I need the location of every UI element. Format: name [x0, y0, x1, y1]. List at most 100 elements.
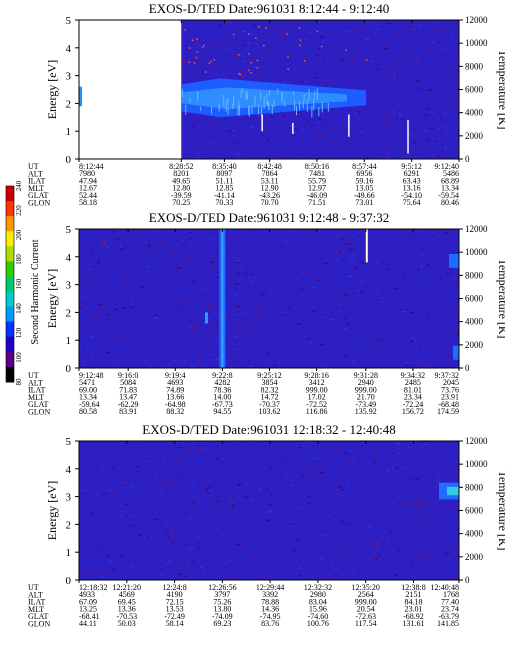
- orbit-value: 5471: [79, 378, 95, 387]
- orbit-value: 4190: [167, 590, 183, 599]
- orbit-value: 156.72: [402, 407, 424, 416]
- small-enhancement: [204, 312, 208, 324]
- orbit-label: ALT: [28, 590, 43, 599]
- ytick-right-label: 4000: [465, 317, 484, 327]
- spectrogram-field: [79, 441, 459, 580]
- colorbar-swatch: [6, 186, 14, 202]
- orbit-value: 14.36: [261, 605, 279, 614]
- orbit-value: 13.34: [441, 184, 459, 193]
- orbit-label: GLAT: [28, 400, 49, 409]
- orbit-value: 103.62: [259, 407, 281, 416]
- orbit-value: 13.36: [118, 605, 136, 614]
- colorbar-tick-label: 160: [15, 278, 23, 289]
- orbit-value: 2151: [405, 590, 421, 599]
- ytick-label: 1: [66, 547, 72, 559]
- orbit-value: 4933: [79, 590, 95, 599]
- edge-enhancement: [449, 254, 459, 268]
- ytick-right-label: 4000: [465, 529, 484, 539]
- orbit-value: 21.70: [357, 393, 375, 402]
- ytick-right-label: 6000: [465, 506, 484, 516]
- orbit-value: 59.16: [355, 176, 373, 185]
- colorbar-swatch: [6, 366, 14, 383]
- orbit-value: 2980: [310, 590, 326, 599]
- colorbar-swatch: [6, 336, 14, 353]
- orbit-value: -72.52: [306, 400, 327, 409]
- orbit-value: 77.40: [441, 597, 459, 606]
- orbit-value: -46.09: [307, 191, 328, 200]
- ytick-label: 0: [66, 363, 72, 375]
- orbit-value: 131.61: [402, 619, 424, 628]
- orbit-value: 67.09: [79, 597, 97, 606]
- orbit-value: 84.18: [404, 597, 422, 606]
- ytick-right-label: 10000: [465, 38, 488, 48]
- orbit-label: ILAT: [28, 386, 45, 395]
- orbit-value: 69.45: [118, 597, 136, 606]
- ytick-right-label: 8000: [465, 270, 484, 280]
- orbit-value: 13.05: [355, 184, 373, 193]
- orbit-value: 135.92: [355, 407, 377, 416]
- bright-spike: [365, 229, 368, 263]
- orbit-value: 117.54: [355, 619, 377, 628]
- ytick-right-label: 2000: [465, 340, 484, 350]
- orbit-label: ILAT: [28, 598, 45, 607]
- orbit-value: 74.89: [166, 385, 184, 394]
- orbit-value: 13.47: [119, 393, 137, 402]
- orbit-label: UT: [28, 162, 39, 171]
- orbit-label: MLT: [28, 184, 44, 193]
- ylabel-right: Temperature [K]: [496, 49, 505, 129]
- xtick-label: 8:42:48: [257, 162, 281, 171]
- ylabel: Energy [eV]: [45, 60, 59, 119]
- xtick-label: 9:28:16: [304, 371, 328, 380]
- orbit-label: GLON: [28, 199, 50, 208]
- orbit-value: 3797: [214, 590, 230, 599]
- orbit-value: 7481: [309, 169, 325, 178]
- orbit-value: -41.14: [214, 191, 235, 200]
- ytick-right-label: 0: [465, 575, 470, 585]
- orbit-value: 53.11: [261, 176, 279, 185]
- ylabel: Energy [eV]: [45, 269, 59, 328]
- xtick-label: 9:22:8: [212, 371, 232, 380]
- orbit-value: -72.24: [403, 400, 424, 409]
- orbit-value: 4693: [167, 378, 183, 387]
- orbit-value: 3412: [309, 378, 325, 387]
- ytick-right-label: 2000: [465, 552, 484, 562]
- orbit-value: 2940: [358, 378, 374, 387]
- xtick-label: 12:26:56: [208, 583, 236, 592]
- colorbar-tick-label: 120: [15, 327, 23, 338]
- ytick-label: 1: [66, 335, 72, 347]
- orbit-value: 68.89: [441, 176, 459, 185]
- orbit-value: 12.80: [172, 184, 190, 193]
- colorbar-swatch: [6, 246, 14, 262]
- orbit-value: 100.76: [307, 619, 329, 628]
- ytick-right-label: 8000: [465, 61, 484, 71]
- colorbar-tick-label: 100: [15, 352, 23, 363]
- orbit-value: -74.09: [212, 612, 233, 621]
- orbit-value: 23.01: [404, 605, 422, 614]
- colorbar-tick-label: 80: [15, 378, 23, 386]
- orbit-value: 78.88: [261, 597, 279, 606]
- ytick-right-label: 8000: [465, 482, 484, 492]
- orbit-value: 13.53: [166, 605, 184, 614]
- orbit-value: 69.00: [79, 385, 97, 394]
- ytick-label: 1: [66, 126, 72, 138]
- xtick-label: 9:12:40: [435, 162, 459, 171]
- orbit-label: UT: [28, 583, 39, 592]
- orbit-value: -74.60: [308, 612, 329, 621]
- spectrogram-speckle: [79, 441, 459, 580]
- ylabel-right: Temperature [K]: [496, 470, 505, 550]
- orbit-value: 4282: [214, 378, 230, 387]
- spectrogram-speckle: [79, 229, 459, 368]
- orbit-value: 78.36: [213, 385, 231, 394]
- ytick-right-label: 10000: [465, 247, 488, 257]
- ylabel: Energy [eV]: [45, 481, 59, 540]
- orbit-value: 83.04: [309, 597, 327, 606]
- xtick-label: 8:28:52: [169, 162, 193, 171]
- colorbar-swatch: [6, 306, 14, 323]
- data-gap: [79, 20, 182, 159]
- xtick-label: 8:35:40: [212, 162, 236, 171]
- orbit-label: MLT: [28, 605, 44, 614]
- orbit-value: 3854: [262, 378, 278, 387]
- orbit-label: ALT: [28, 169, 43, 178]
- ytick-right-label: 6000: [465, 85, 484, 95]
